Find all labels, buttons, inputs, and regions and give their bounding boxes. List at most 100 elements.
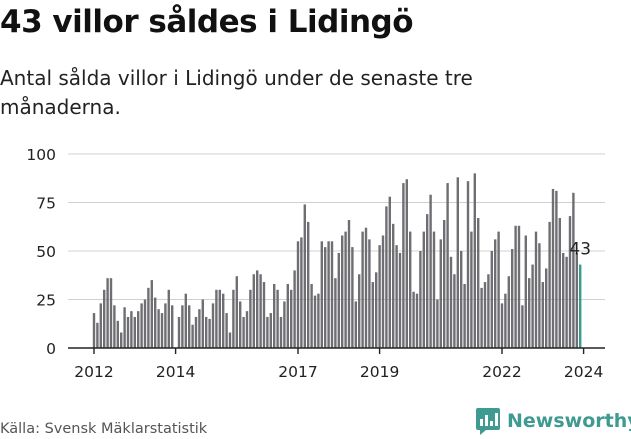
bar xyxy=(120,332,123,348)
bar xyxy=(415,293,419,348)
bar xyxy=(181,305,184,348)
x-tick-label: 2019 xyxy=(360,363,399,381)
bar xyxy=(371,282,374,348)
bar xyxy=(334,278,337,348)
bar xyxy=(409,231,412,348)
chart-subtitle: Antal sålda villor i Lidingö under de se… xyxy=(0,66,473,119)
bar xyxy=(480,287,483,348)
bar xyxy=(147,287,150,348)
bar xyxy=(194,316,198,348)
bar xyxy=(364,227,368,348)
bar xyxy=(524,235,527,348)
bar xyxy=(572,192,575,348)
bar xyxy=(449,256,453,348)
bar xyxy=(538,243,541,348)
bar xyxy=(555,190,558,348)
bar xyxy=(303,204,306,348)
bar xyxy=(398,252,402,348)
bar xyxy=(432,231,436,348)
bar xyxy=(426,214,429,348)
bar xyxy=(133,316,136,348)
bar xyxy=(473,173,476,348)
bar xyxy=(378,245,381,348)
newsworthy-brand[interactable]: Newsworthy xyxy=(475,407,631,435)
bar xyxy=(256,270,259,348)
bar xyxy=(545,268,548,348)
bar xyxy=(307,221,310,348)
bar xyxy=(514,225,517,348)
bar xyxy=(157,309,160,348)
bar xyxy=(99,303,102,348)
bar xyxy=(419,251,422,348)
x-tick-label: 2017 xyxy=(278,363,317,381)
bar xyxy=(504,293,507,348)
bar xyxy=(276,289,279,348)
bar xyxy=(296,241,300,348)
bar xyxy=(273,283,276,348)
bar xyxy=(487,274,490,348)
bar xyxy=(242,316,245,348)
bar xyxy=(266,316,269,348)
bar xyxy=(361,231,364,348)
bar xyxy=(205,316,208,348)
bar xyxy=(395,245,398,348)
bar xyxy=(184,293,187,348)
bar xyxy=(558,218,561,348)
bar xyxy=(477,218,480,348)
bar xyxy=(198,309,201,348)
bar xyxy=(347,219,351,348)
bar xyxy=(500,303,504,348)
bar xyxy=(534,231,538,348)
bar xyxy=(405,179,408,348)
chart-title: 43 villor såldes i Lidingö xyxy=(0,4,414,40)
bar xyxy=(341,235,344,348)
bar xyxy=(150,280,153,348)
bar xyxy=(439,239,442,348)
x-tick-label: 2022 xyxy=(482,363,521,381)
bar xyxy=(215,289,218,348)
bar xyxy=(511,249,514,348)
y-tick-label: 100 xyxy=(26,146,56,164)
bar xyxy=(483,282,487,348)
bar xyxy=(293,270,296,348)
bar xyxy=(470,231,473,348)
bar xyxy=(140,303,143,348)
annotation: 43 xyxy=(569,240,591,260)
bar xyxy=(225,313,228,348)
x-axis: 2012 2014 2017 2019 2022 2024 xyxy=(68,347,605,381)
bar xyxy=(490,251,493,348)
bar xyxy=(575,252,578,348)
bar xyxy=(568,216,572,348)
bar xyxy=(324,247,327,348)
bar xyxy=(154,297,157,348)
y-axis: 0 25 50 75 100 xyxy=(26,146,56,358)
bar xyxy=(300,237,303,348)
bar xyxy=(507,276,510,348)
bar xyxy=(460,251,463,348)
bar xyxy=(279,316,283,348)
grid-lines xyxy=(68,153,605,300)
bar xyxy=(116,320,119,348)
bar xyxy=(463,283,466,348)
bar xyxy=(453,274,456,348)
bar xyxy=(106,278,109,348)
bar xyxy=(143,299,147,348)
bar xyxy=(446,183,449,348)
bar xyxy=(388,196,391,348)
bar xyxy=(259,274,262,348)
bar xyxy=(344,231,347,348)
bar xyxy=(375,272,378,348)
bar xyxy=(436,299,439,348)
bar xyxy=(290,289,293,348)
bar xyxy=(167,289,170,348)
bar xyxy=(262,282,266,348)
bar xyxy=(191,324,194,348)
bar xyxy=(429,194,432,348)
bar-latest xyxy=(579,264,582,348)
bar xyxy=(381,235,385,348)
latest-value-label: 43 xyxy=(569,240,591,260)
bar xyxy=(392,223,395,348)
bar xyxy=(208,318,211,348)
bar xyxy=(228,332,232,348)
bar xyxy=(218,289,221,348)
